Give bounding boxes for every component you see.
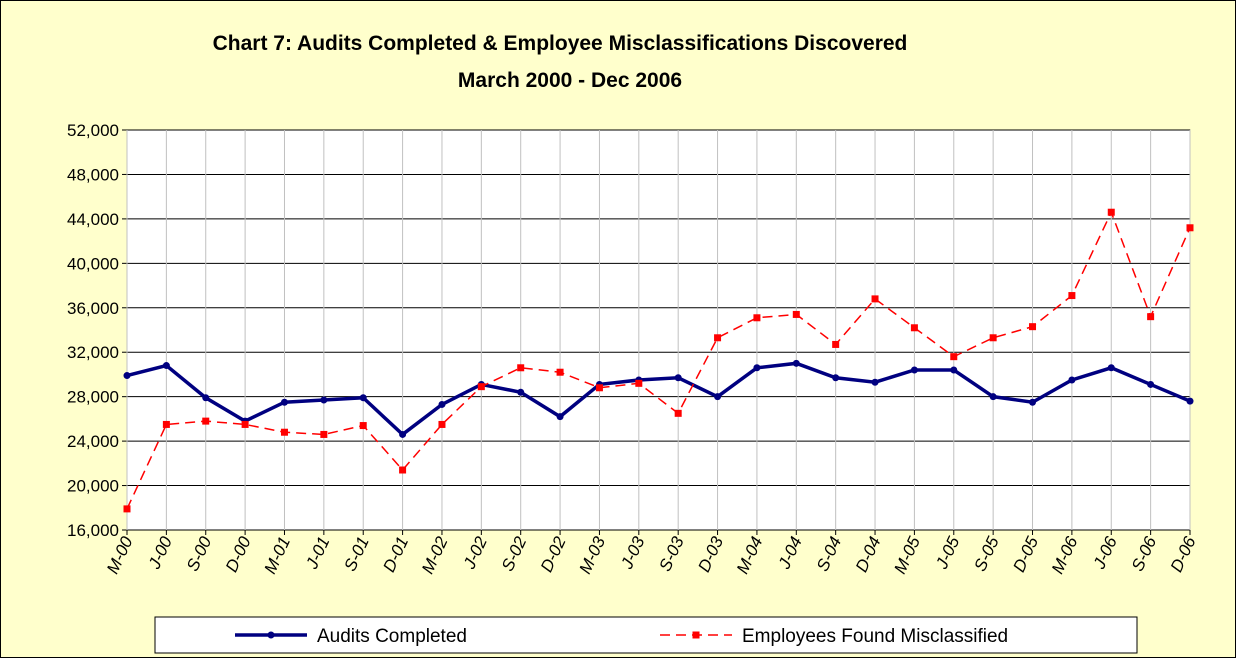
data-point [989,334,997,342]
data-point [989,393,997,401]
y-tick-label: 36,000 [67,299,119,318]
data-point [832,374,840,382]
data-point [320,430,328,438]
y-tick-label: 48,000 [67,165,119,184]
legend-label: Audits Completed [317,626,467,647]
y-tick-label: 40,000 [67,254,119,273]
y-tick-label: 32,000 [67,343,119,362]
legend-marker [267,631,275,639]
data-point [1186,224,1194,232]
data-point [714,334,722,342]
y-tick-label: 16,000 [67,521,119,540]
legend-label: Employees Found Misclassified [742,626,1008,647]
plot-area [126,129,1191,531]
data-point [714,393,722,401]
data-point [910,324,918,332]
data-point [1029,398,1037,406]
y-tick-label: 28,000 [67,388,119,407]
chart-title: Chart 7: Audits Completed & Employee Mis… [213,32,908,55]
data-point [792,310,800,318]
data-point [1107,208,1115,216]
data-point [241,420,249,428]
data-point [556,413,564,421]
y-tick-label: 44,000 [67,210,119,229]
data-point [123,372,131,380]
data-point [162,362,170,370]
data-point [438,420,446,428]
data-point [674,374,682,382]
data-point [280,428,288,436]
data-point [792,359,800,367]
y-tick-label: 52,000 [67,121,119,140]
y-tick-label: 20,000 [67,477,119,496]
data-point [871,378,879,386]
data-point [871,295,879,303]
data-point [556,368,564,376]
data-point [1147,380,1155,388]
data-point [399,430,407,438]
data-point [674,409,682,417]
data-point [477,383,485,391]
data-point [162,420,170,428]
chart-subtitle: March 2000 - Dec 2006 [458,69,682,92]
data-point [595,384,603,392]
series-line [126,210,1191,510]
legend-box [154,616,1138,654]
data-point [202,417,210,425]
data-point [910,366,918,374]
data-point [1147,313,1155,321]
data-point [1107,364,1115,372]
data-point [517,388,525,396]
data-point [399,466,407,474]
legend-marker [692,631,700,639]
data-point [1186,397,1194,405]
data-point [438,400,446,408]
data-point [123,505,131,513]
data-point [517,364,525,372]
data-point [1029,323,1037,331]
data-point [202,394,210,402]
data-point [950,366,958,374]
data-point [753,314,761,322]
y-tick-label: 24,000 [67,432,119,451]
data-point [359,422,367,430]
data-point [832,340,840,348]
data-point [320,396,328,404]
data-point [359,394,367,402]
data-point [950,353,958,361]
data-point [1068,376,1076,384]
data-point [280,398,288,406]
data-point [635,379,643,387]
data-point [1068,292,1076,300]
series-line [126,361,1191,437]
data-point [753,364,761,372]
